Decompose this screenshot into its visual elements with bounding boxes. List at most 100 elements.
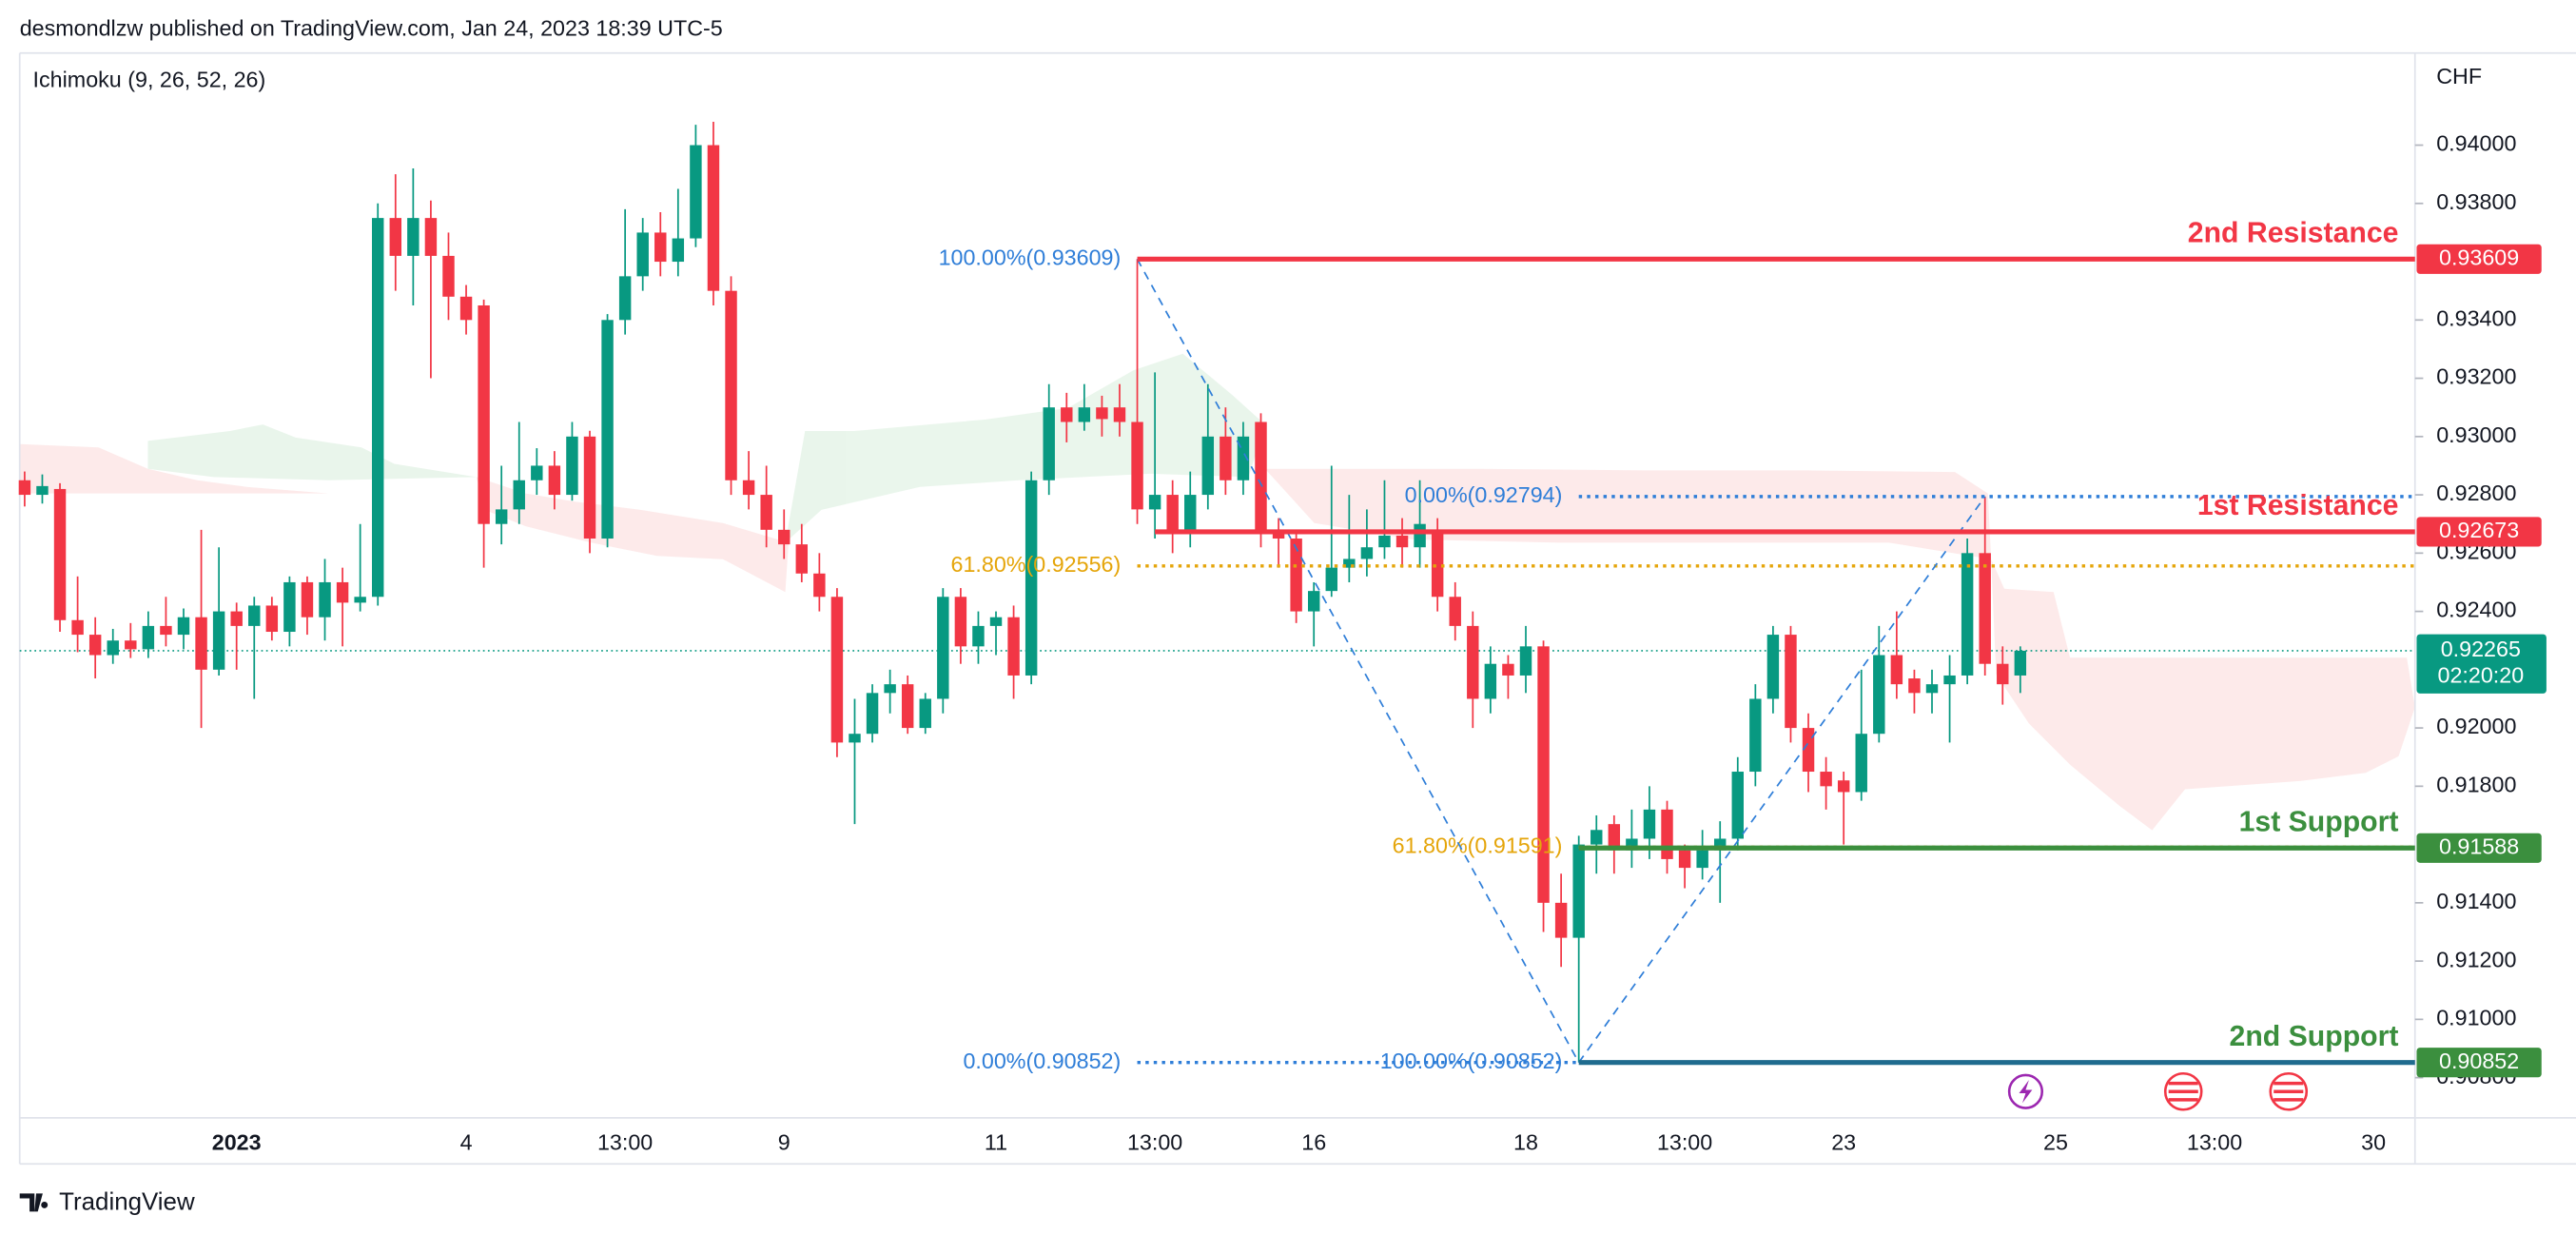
candle-body	[972, 625, 985, 647]
countdown: 02:20:20	[2437, 663, 2524, 688]
candle-body	[1925, 684, 1939, 694]
candle-body	[336, 581, 349, 603]
candle-body	[195, 617, 207, 670]
candle-body	[283, 581, 296, 633]
candle-body	[1043, 407, 1055, 480]
candle-body	[1696, 850, 1708, 869]
candle-body	[1467, 625, 1479, 699]
y-tick-label: 0.91200	[2436, 947, 2516, 971]
event-icon	[2019, 1080, 2033, 1104]
candle-body	[1272, 532, 1285, 539]
y-tick-label: 0.92000	[2436, 714, 2516, 738]
candle-body	[1766, 635, 1780, 699]
cloud-red	[1991, 559, 2415, 831]
indicator-label: Ichimoku (9, 26, 52, 26)	[33, 67, 266, 91]
x-tick-label: 30	[2361, 1130, 2386, 1155]
y-tick-label: 0.91800	[2436, 773, 2516, 797]
candle-body	[1113, 407, 1126, 422]
y-tick-label: 0.94000	[2436, 131, 2516, 156]
candle-body	[1395, 535, 1409, 548]
header: desmondlzw published on TradingView.com,…	[20, 16, 723, 41]
candle-body	[531, 465, 543, 480]
candle-body	[513, 480, 525, 510]
brand: TradingView	[59, 1189, 195, 1216]
candle-body	[1449, 597, 1461, 626]
candle-body	[1220, 436, 1232, 480]
cloud-green	[785, 353, 1265, 543]
candle-body	[142, 625, 155, 650]
candle-body	[760, 495, 772, 530]
candle-body	[1855, 734, 1867, 793]
cloud-red	[19, 443, 477, 494]
last-price-label: 0.92265	[2441, 637, 2521, 661]
candle-body	[1519, 646, 1532, 676]
candle-body	[1802, 728, 1815, 773]
x-tick-label: 25	[2043, 1130, 2068, 1155]
y-tick-label: 0.93400	[2436, 305, 2516, 330]
candle-body	[88, 635, 102, 656]
candle-body	[160, 625, 172, 636]
cloud-green	[147, 424, 477, 480]
fib-label: 100.00%(0.93609)	[939, 245, 1122, 269]
candle-body	[107, 640, 119, 656]
level-name: 1st Support	[2239, 806, 2399, 837]
candle-body	[1661, 809, 1673, 859]
x-tick-label: 13:00	[1127, 1130, 1182, 1155]
candle-body	[18, 480, 31, 496]
candle-body	[795, 544, 809, 574]
candle-body	[1378, 535, 1391, 548]
candle-body	[813, 573, 826, 598]
candle-body	[548, 465, 561, 496]
price-tag	[2416, 244, 2542, 274]
event-flag	[2274, 1081, 2304, 1102]
logo	[19, 1193, 49, 1212]
cloud-red	[1264, 468, 1992, 559]
candle-body	[36, 485, 49, 496]
candle-body	[1554, 902, 1568, 938]
x-tick-label: 18	[1513, 1130, 1538, 1155]
price-tag-label: 0.91588	[2439, 833, 2519, 858]
candle-body	[1078, 407, 1091, 422]
y-tick-label: 0.93200	[2436, 364, 2516, 389]
candle-body	[1290, 539, 1302, 612]
x-tick-label: 23	[1831, 1130, 1856, 1155]
events	[2007, 1071, 2309, 1111]
candle-body	[1537, 646, 1550, 903]
level-name: 2nd Resistance	[2188, 217, 2399, 248]
candle-body	[2014, 650, 2027, 676]
fib-label: 61.80%(0.92556)	[951, 552, 1122, 577]
x-tick-label: 13:00	[597, 1130, 653, 1155]
candle-body	[725, 290, 737, 480]
y-tick-label: 0.93000	[2436, 422, 2516, 447]
fib-label: 0.00%(0.92794)	[1405, 482, 1563, 507]
candle-body	[1025, 480, 1038, 676]
price-tag	[2416, 517, 2542, 547]
candle-body	[1997, 663, 2009, 685]
candle-body	[1484, 663, 1497, 699]
candle-body	[230, 611, 243, 626]
logo-icon	[19, 1193, 49, 1212]
candle-body	[989, 617, 1003, 626]
candle-body	[690, 145, 702, 239]
candle-body	[849, 734, 861, 743]
candle-body	[566, 436, 578, 496]
candle-body	[1678, 850, 1691, 869]
candle-body	[1943, 675, 1956, 685]
candle-body	[301, 581, 314, 618]
candle-body	[830, 597, 844, 743]
y-tick-label: 0.91000	[2436, 1006, 2516, 1030]
y-tick-label: 0.92400	[2436, 598, 2516, 622]
candle-body	[177, 617, 190, 636]
candle-body	[459, 296, 473, 321]
candle-body	[1131, 421, 1143, 510]
candle-body	[636, 232, 649, 277]
level-name: 2nd Support	[2230, 1021, 2399, 1052]
candle-body	[1785, 635, 1797, 729]
fib-trend	[1577, 496, 1986, 1064]
candle-body	[1307, 591, 1320, 612]
candle-body	[495, 509, 508, 524]
candle-body	[672, 238, 685, 263]
candle-body	[954, 597, 967, 647]
